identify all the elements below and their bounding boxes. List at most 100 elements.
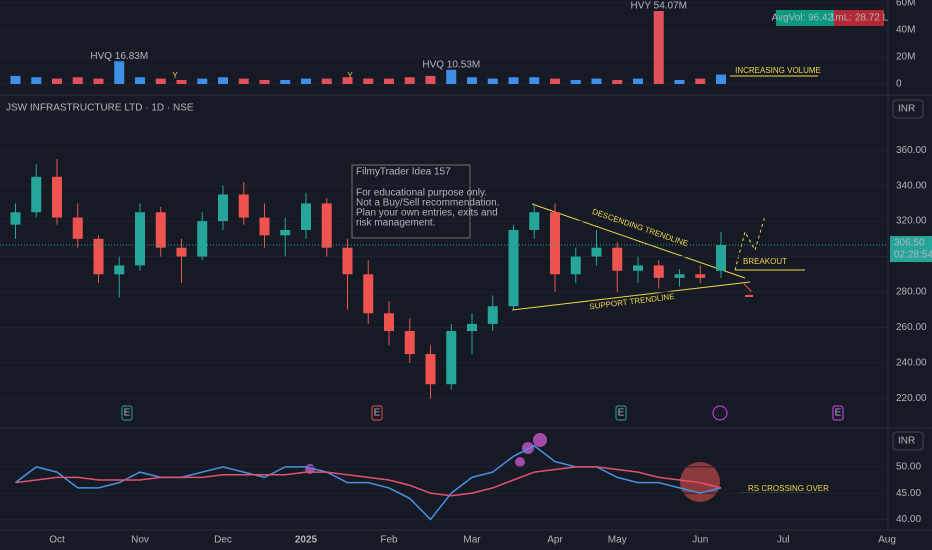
volume-bar (176, 79, 187, 84)
volume-bar (695, 78, 706, 84)
annotation: Y (172, 71, 178, 80)
annotation: HVY 54.07M (630, 1, 687, 12)
candle-body (10, 212, 21, 225)
annotation: RS CROSSING OVER (748, 484, 829, 493)
x-tick-label: May (608, 535, 627, 546)
candle-body (301, 203, 311, 230)
candle-body (591, 247, 602, 257)
note-line: Plan your own entries, exits and (356, 208, 498, 219)
volume-bar (612, 79, 623, 84)
highlight (533, 433, 547, 447)
y-tick-label: 45.00 (896, 488, 921, 499)
candle-body (425, 354, 436, 385)
annotation: INCREASING VOLUME (735, 66, 821, 75)
candle-body (72, 217, 83, 239)
last-price-badge (890, 236, 932, 263)
candle-body (384, 313, 394, 332)
y-tick-label: 340.00 (896, 180, 927, 191)
last-price: 306.50 (894, 238, 925, 249)
volume-bar (363, 78, 374, 84)
x-tick-label: Aug (878, 535, 896, 546)
candle-body (446, 331, 457, 385)
volume-bar (550, 78, 560, 84)
currency-box (892, 431, 924, 451)
volume-bar (487, 78, 498, 84)
volume-bar (10, 75, 21, 84)
volume-bar (218, 77, 228, 84)
x-tick-label: Jun (692, 535, 708, 546)
event-label: E (124, 408, 131, 419)
volume-bar (508, 77, 519, 84)
candle-body (197, 221, 208, 257)
highlight (515, 457, 525, 467)
volume-bar (446, 69, 457, 84)
x-tick-label: Feb (380, 535, 398, 546)
y-tick-label: 280.00 (896, 287, 927, 298)
volume-bar (716, 74, 726, 84)
candle-body (135, 212, 145, 266)
chart-title: JSW INFRASTRUCTURE LTD · 1D · NSE (6, 103, 194, 114)
volume-bar (467, 77, 477, 84)
volume-bar (135, 77, 145, 84)
volume-bar (31, 77, 42, 84)
countdown: 02:28:54 (894, 250, 932, 261)
candle-body (363, 274, 374, 314)
volume-bar (259, 79, 270, 84)
candle-body (633, 265, 643, 271)
candle-body (653, 265, 664, 278)
volume-bar (321, 78, 332, 84)
candle-body (508, 229, 519, 307)
volume-bar (301, 78, 311, 84)
badge (776, 10, 842, 26)
candle-body (529, 212, 540, 230)
candle-body (674, 274, 685, 278)
candle-body (31, 176, 42, 213)
candle-body (218, 194, 228, 222)
candle-body (321, 203, 332, 248)
note-line: For educational purpose only. (356, 188, 487, 199)
x-tick-label: Mar (463, 535, 481, 546)
note-box (351, 164, 471, 239)
candle-body (695, 274, 706, 278)
x-tick-label: Dec (214, 535, 232, 546)
support-trendline (511, 281, 751, 311)
stop-marker (743, 283, 753, 293)
event-label: E (374, 408, 381, 419)
y-tick-label: 20M (896, 52, 915, 63)
x-tick-label: Apr (547, 535, 563, 546)
note-line: risk management. (356, 218, 435, 229)
volume-bar (280, 79, 291, 84)
candle-body (280, 229, 291, 236)
volume-bar (197, 78, 208, 84)
candle-body (52, 176, 62, 218)
currency: INR (898, 104, 915, 115)
volume-bar (93, 78, 104, 84)
candle-body (259, 217, 270, 236)
y-tick-label: 40.00 (896, 514, 921, 525)
rs-line (15, 444, 722, 521)
currency-box (892, 99, 924, 119)
candle-body (342, 247, 353, 275)
volume-bar (238, 78, 249, 84)
projection (734, 215, 766, 271)
x-tick-label: Oct (49, 535, 65, 546)
x-tick-label: 2025 (295, 535, 318, 546)
candle-body (467, 323, 477, 332)
dividend-marker (712, 405, 728, 421)
y-tick-label: 60M (896, 0, 915, 9)
volume-bar (653, 11, 664, 84)
candle-body (570, 256, 581, 275)
descending-trendline (531, 203, 746, 279)
y-tick-label: 40M (896, 25, 915, 36)
y-tick-label: 260.00 (896, 322, 927, 333)
candle-body (612, 247, 623, 271)
candle-body (550, 212, 560, 275)
candle-body (114, 265, 125, 275)
volume-bar (384, 78, 394, 84)
volume-bar (529, 77, 540, 84)
event-label: E (835, 408, 842, 419)
volume-bar (404, 77, 415, 84)
y-tick-label: 360.00 (896, 145, 927, 156)
